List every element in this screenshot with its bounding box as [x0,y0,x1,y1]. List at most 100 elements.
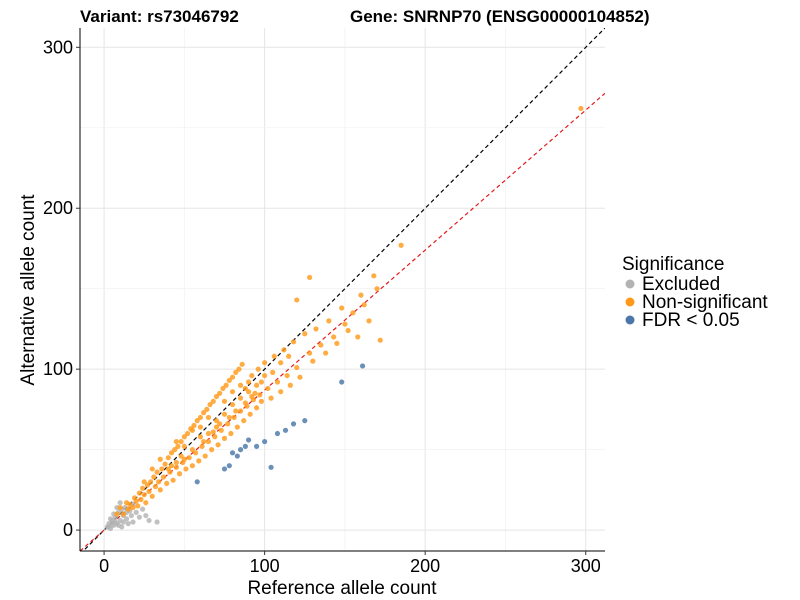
data-point-non-significant [204,406,210,412]
data-point-fdr-0-05 [282,427,289,433]
data-point-non-significant [345,327,351,334]
data-point-non-significant [210,429,216,435]
data-point-non-significant [265,385,271,392]
data-point-non-significant [284,372,290,379]
data-point-non-significant [176,471,183,477]
data-point-non-significant [170,477,176,483]
data-point-non-significant [218,427,224,433]
data-point-non-significant [205,414,212,421]
data-point-non-significant [302,331,308,337]
data-point-non-significant [146,488,152,495]
data-point-non-significant [191,422,197,429]
data-point-non-significant [157,487,163,493]
data-point-excluded [125,521,131,527]
data-point-non-significant [135,503,141,509]
data-point-fdr-0-05 [268,464,274,470]
data-point-non-significant [152,484,159,490]
data-point-non-significant [189,463,195,469]
data-point-fdr-0-05 [242,443,248,449]
data-point-non-significant [194,418,200,424]
data-point-non-significant [157,456,163,462]
data-point-non-significant [225,421,231,427]
data-point-non-significant [156,479,162,485]
data-point-non-significant [168,463,175,469]
data-points [104,105,584,532]
data-point-non-significant [173,459,179,466]
data-point-non-significant [398,242,404,248]
data-point-non-significant [149,493,155,499]
data-point-non-significant [165,455,171,461]
data-point-non-significant [233,369,239,375]
data-point-non-significant [125,506,131,512]
y-tick-label: 0 [63,520,73,540]
data-point-non-significant [210,398,216,404]
data-point-fdr-0-05 [221,466,228,472]
data-point-non-significant [221,435,228,441]
data-point-non-significant [237,395,244,401]
data-point-non-significant [197,414,204,421]
data-point-non-significant [120,511,126,517]
data-point-non-significant [274,379,281,385]
data-point-non-significant [234,424,240,430]
data-point-non-significant [138,496,144,503]
data-point-non-significant [366,318,372,324]
data-point-fdr-0-05 [245,437,252,443]
chart-title-gene: Gene: SNRNP70 (ENSG00000104852) [350,7,650,26]
data-point-non-significant [173,464,179,470]
data-point-non-significant [286,353,292,359]
data-point-non-significant [221,398,228,404]
data-point-non-significant [257,392,263,398]
data-point-non-significant [127,501,133,507]
y-tick-label: 200 [43,198,73,218]
data-point-non-significant [159,466,165,472]
data-point-non-significant [154,469,160,475]
data-point-non-significant [164,480,170,487]
legend: Significance ExcludedNon-significantFDR … [622,254,768,331]
data-point-non-significant [331,334,337,340]
data-point-non-significant [278,389,284,395]
data-point-non-significant [270,369,276,375]
data-point-excluded [123,516,130,522]
data-point-non-significant [186,455,192,461]
x-tick-label: 100 [250,556,280,576]
x-tick-label: 300 [571,556,601,576]
data-point-fdr-0-05 [237,447,244,453]
data-point-non-significant [241,418,247,424]
plot-panel: 0 100 200 300 0 100 200 300 [43,28,605,576]
data-point-non-significant [183,466,189,472]
data-point-non-significant [133,498,139,504]
data-point-non-significant [201,410,207,416]
legend-key-non-significant [625,297,635,307]
data-point-excluded [146,517,152,524]
data-point-non-significant [326,318,332,324]
data-point-non-significant [254,382,260,388]
data-point-excluded [107,516,114,522]
data-point-non-significant [237,408,244,414]
data-point-non-significant [310,358,316,364]
data-point-non-significant [205,438,212,445]
data-point-non-significant [313,326,319,332]
data-point-fdr-0-05 [234,453,240,459]
data-point-non-significant [350,310,356,316]
legend-label-non-significant: Non-significant [642,292,768,313]
data-point-non-significant [252,390,258,396]
data-point-non-significant [374,286,380,292]
data-point-non-significant [151,474,157,480]
data-point-non-significant [136,490,143,496]
axes [79,28,605,552]
data-point-non-significant [149,466,155,472]
data-point-non-significant [141,492,147,498]
data-point-non-significant [196,458,202,464]
data-point-excluded [143,512,149,519]
data-point-non-significant [242,385,248,392]
y-tick-label: 100 [43,359,73,379]
data-point-non-significant [249,372,255,379]
reference-lines [80,28,605,551]
tick-labels: 0 100 200 300 0 100 200 300 [43,37,601,576]
data-point-excluded [120,519,126,525]
data-point-non-significant [197,434,204,440]
data-point-non-significant [228,430,234,437]
data-point-non-significant [361,302,367,308]
data-point-non-significant [215,442,221,448]
